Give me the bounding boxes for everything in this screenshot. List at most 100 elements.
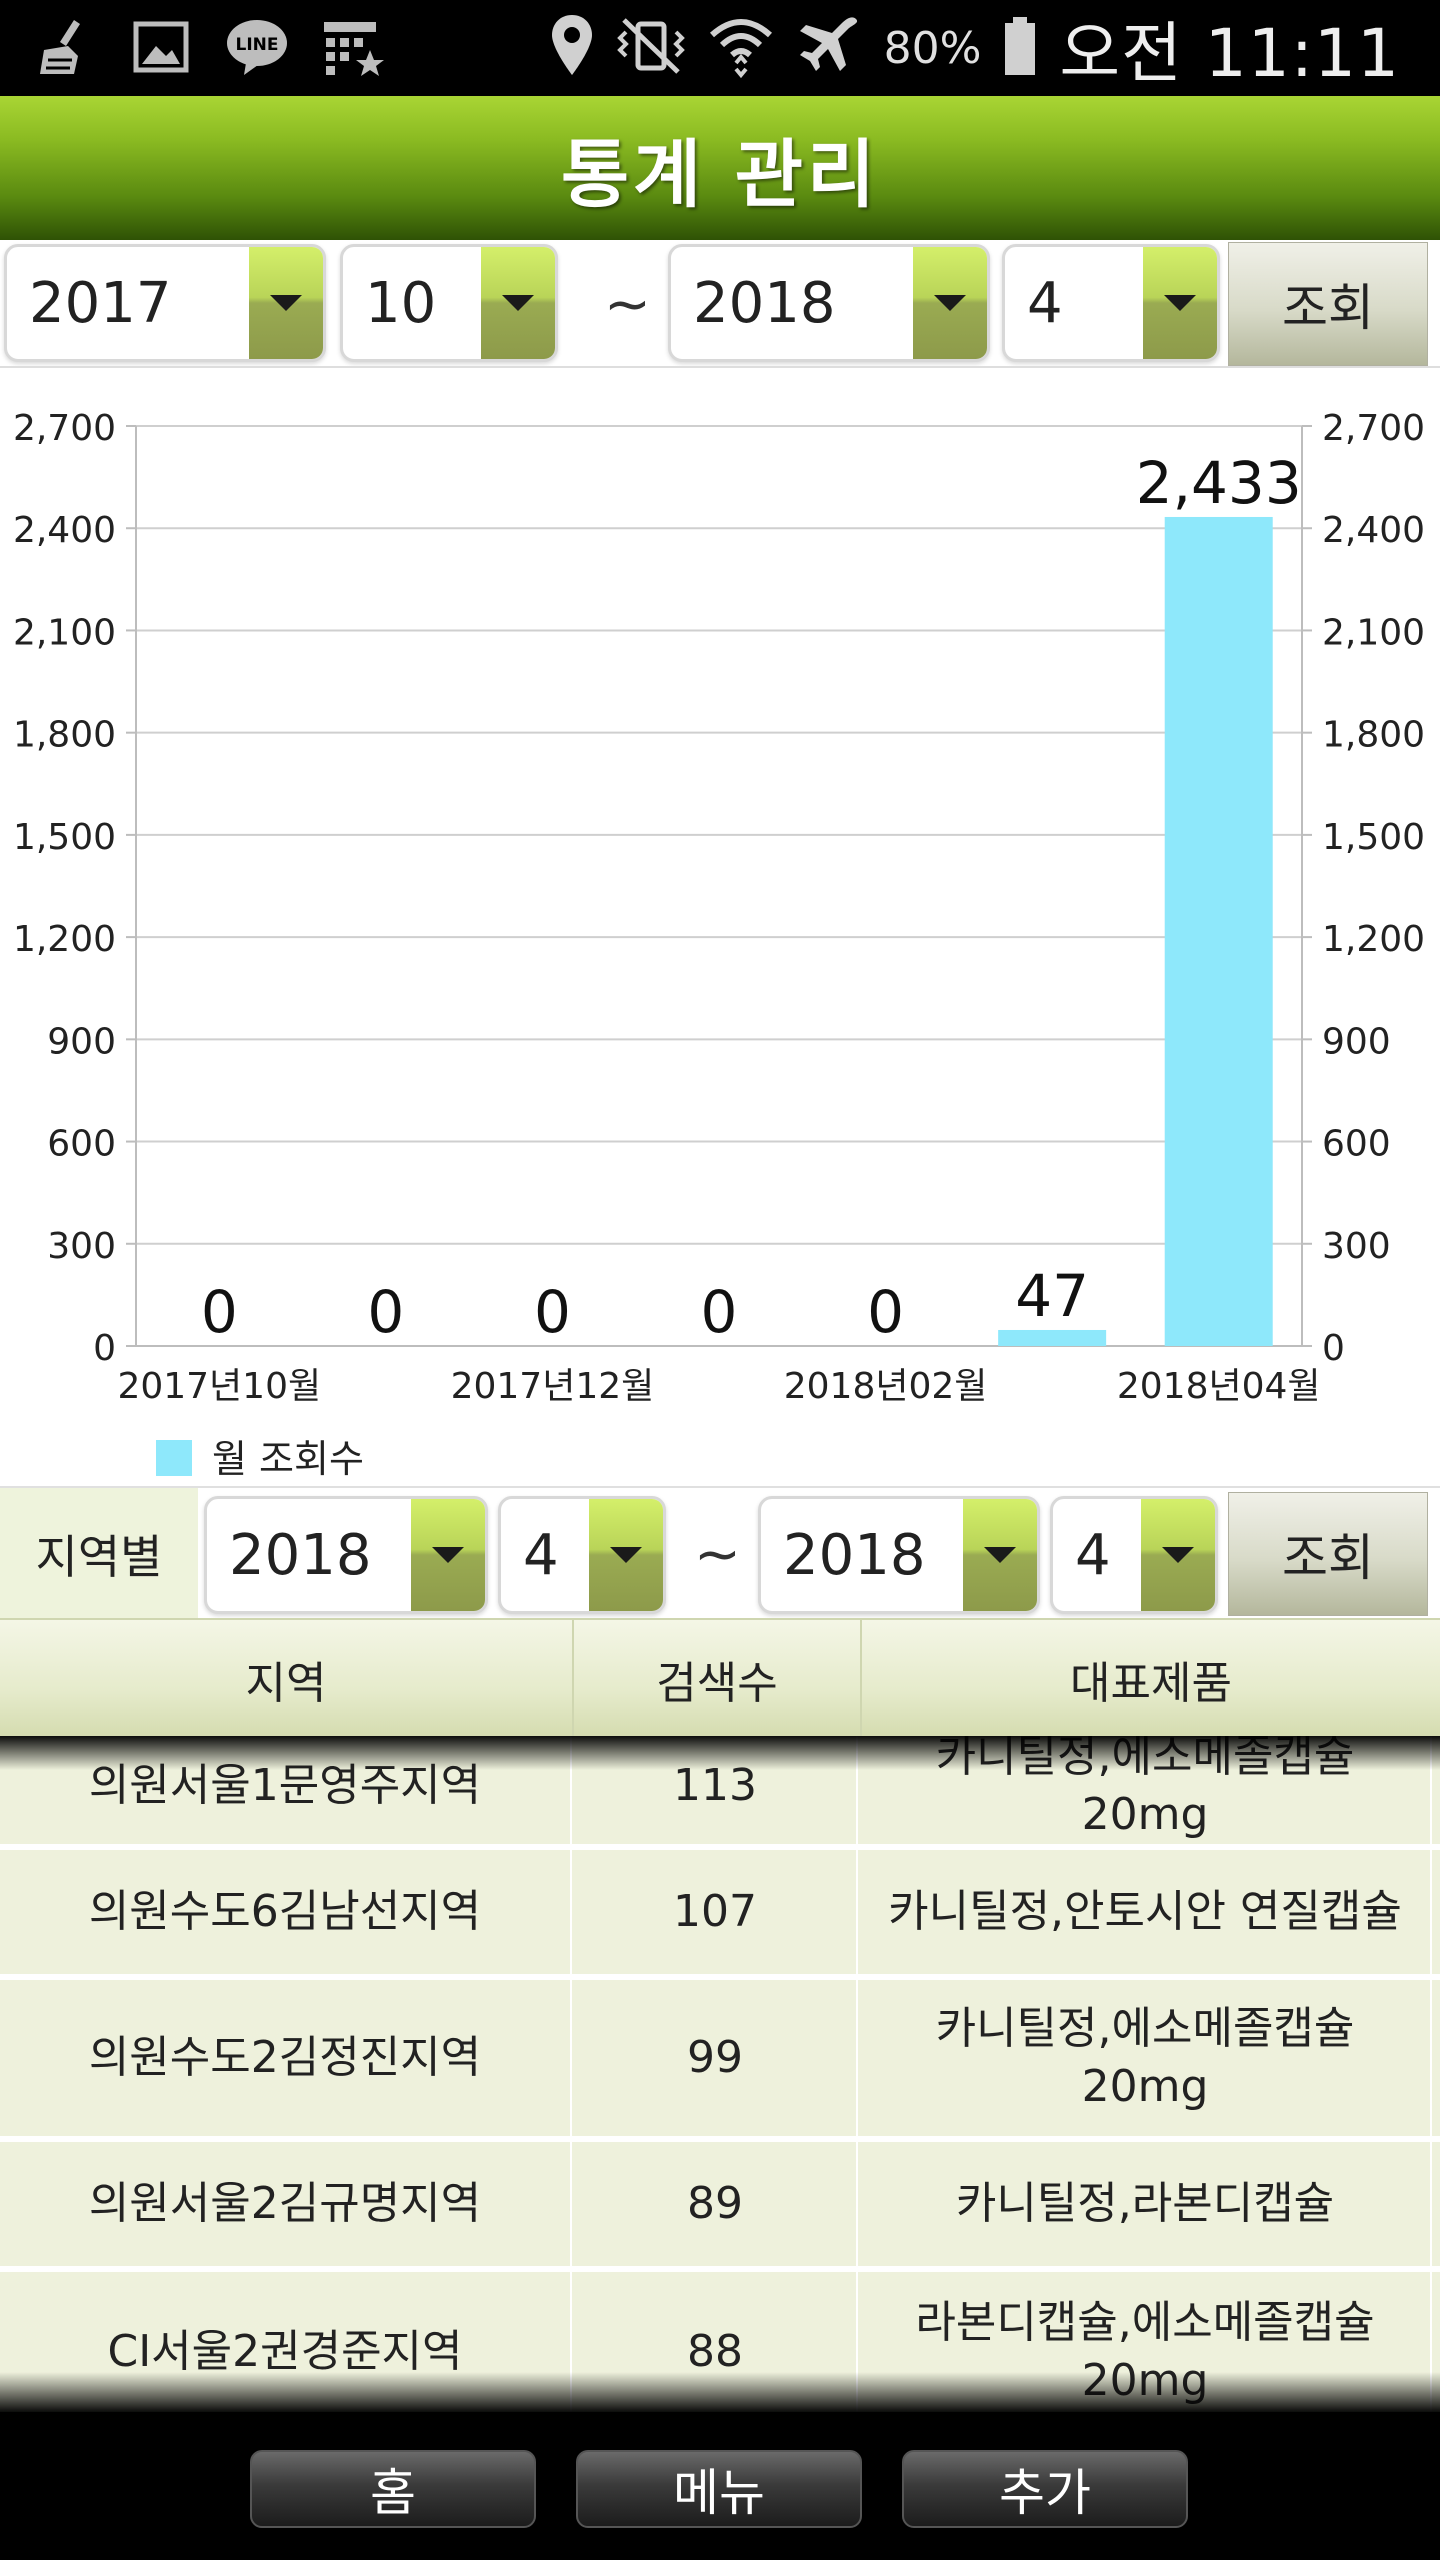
y-tick-label-right: 0 [1322, 1328, 1345, 1369]
table-row[interactable]: 의원수도2김정진지역 99 카니틸정,에소메졸캡슐 20mg [0, 1980, 1440, 2136]
region-filter: 지역별 2018 4 ~ 2018 4 조회 [0, 1486, 1440, 1620]
cell-count: 107 [574, 1850, 858, 1974]
location-icon [550, 13, 594, 83]
x-tick-label: 2018년04월 [1117, 1366, 1321, 1407]
region-end-month-value: 4 [1075, 1522, 1111, 1588]
page-title: 통계 관리 [560, 131, 880, 218]
region-end-year-select[interactable]: 2018 [758, 1496, 1040, 1614]
data-label: 47 [1015, 1262, 1089, 1330]
start-month-value: 10 [365, 270, 437, 336]
y-tick-label-right: 1,800 [1322, 715, 1425, 756]
region-query-button[interactable]: 조회 [1228, 1492, 1428, 1616]
cell-product: 라본디캡슐,에소메졸캡슐 20mg [860, 2272, 1432, 2412]
y-tick-label-left: 300 [47, 1226, 116, 1267]
y-tick-label-right: 600 [1322, 1124, 1391, 1165]
header-region[interactable]: 지역 [0, 1620, 574, 1738]
x-tick-label: 2018년02월 [784, 1366, 988, 1407]
cell-product: 카니틸정,에소메졸캡슐 20mg [860, 1980, 1432, 2136]
y-tick-label-left: 0 [93, 1328, 116, 1369]
start-year-value: 2017 [29, 270, 172, 336]
cell-region: 의원수도6김남선지역 [0, 1850, 572, 1974]
home-button[interactable]: 홈 [250, 2450, 536, 2528]
region-end-month-select[interactable]: 4 [1050, 1496, 1218, 1614]
wifi-icon [708, 13, 774, 83]
row-divider [0, 1844, 1440, 1850]
y-tick-label-right: 1,200 [1322, 919, 1425, 960]
table-row[interactable]: CI서울2권경준지역 88 라본디캡슐,에소메졸캡슐 20mg [0, 2272, 1440, 2412]
start-month-select[interactable]: 10 [340, 244, 558, 362]
chevron-down-icon [589, 1499, 663, 1611]
cell-product: 카니틸정,안토시안 연질캡슐 [860, 1850, 1432, 1974]
broom-icon [30, 14, 100, 80]
end-year-select[interactable]: 2018 [668, 244, 990, 362]
add-button[interactable]: 추가 [902, 2450, 1188, 2528]
end-month-value: 4 [1027, 270, 1063, 336]
system-status: 80% 오전 11:11 [550, 10, 1400, 92]
cell-region: 의원서울2김규명지역 [0, 2142, 572, 2266]
y-tick-label-right: 2,400 [1322, 510, 1425, 551]
chevron-down-icon [963, 1499, 1037, 1611]
period-query-button[interactable]: 조회 [1228, 242, 1428, 366]
row-divider [0, 2136, 1440, 2142]
region-start-month-value: 4 [523, 1522, 559, 1588]
region-start-year-select[interactable]: 2018 [204, 1496, 488, 1614]
start-year-select[interactable]: 2017 [4, 244, 326, 362]
row-divider [0, 2266, 1440, 2272]
table-row[interactable]: 의원수도6김남선지역 107 카니틸정,안토시안 연질캡슐 [0, 1850, 1440, 1974]
data-label: 0 [201, 1278, 238, 1346]
cell-count: 89 [574, 2142, 858, 2266]
vibrate-icon [616, 16, 686, 80]
y-tick-label-left: 1,800 [13, 715, 116, 756]
clock: 오전 11:11 [1059, 15, 1400, 92]
y-tick-label-left: 1,500 [13, 817, 116, 858]
chevron-down-icon [1141, 1499, 1215, 1611]
y-tick-label-right: 2,700 [1322, 408, 1425, 449]
menu-button[interactable]: 메뉴 [576, 2450, 862, 2528]
end-year-value: 2018 [693, 270, 836, 336]
x-tick-label: 2017년10월 [117, 1366, 321, 1407]
y-tick-label-left: 1,200 [13, 919, 116, 960]
airplane-icon [796, 13, 862, 83]
region-label: 지역별 [0, 1488, 198, 1620]
data-label: 0 [701, 1278, 738, 1346]
end-month-select[interactable]: 4 [1002, 244, 1220, 362]
y-tick-label-left: 2,400 [13, 510, 116, 551]
region-end-year-value: 2018 [783, 1522, 926, 1588]
table-row[interactable]: 의원서울2김규명지역 89 카니틸정,라본디캡슐 [0, 2142, 1440, 2266]
chevron-down-icon [1143, 247, 1217, 359]
range-separator: ~ [604, 272, 651, 337]
y-tick-label-right: 300 [1322, 1226, 1391, 1267]
chevron-down-icon [249, 247, 323, 359]
y-tick-label-left: 2,700 [13, 408, 116, 449]
range-separator: ~ [694, 1522, 741, 1587]
bar [1164, 516, 1273, 1346]
row-divider [0, 1974, 1440, 1980]
calendar-icon [318, 14, 388, 80]
legend-label: 월 조회수 [212, 1437, 364, 1480]
image-icon [126, 14, 196, 80]
header-product[interactable]: 대표제품 [1070, 1658, 1232, 1709]
monthly-views-chart: 0 0 300 300 600 600 900 900 1,200 1,200 1,500 1,500… [13, 408, 1425, 1480]
y-tick-label-left: 600 [47, 1124, 116, 1165]
battery-icon [1003, 15, 1037, 81]
region-table[interactable]: 의원서울1문영주지역 113 카니틸정,에소메졸캡슐 20mg 의원수도6김남선… [0, 1736, 1440, 2412]
chevron-down-icon [411, 1499, 485, 1611]
notification-icons: LINE [30, 14, 388, 80]
data-label: 2,433 [1136, 449, 1302, 517]
cell-region: 의원수도2김정진지역 [0, 1980, 572, 2136]
region-start-month-select[interactable]: 4 [498, 1496, 666, 1614]
cell-count: 99 [574, 1980, 858, 2136]
battery-percent: 80% [883, 22, 982, 74]
data-label: 0 [867, 1278, 904, 1346]
chevron-down-icon [481, 247, 555, 359]
y-tick-label-left: 2,100 [13, 612, 116, 653]
header-count[interactable]: 검색수 [574, 1620, 862, 1738]
line-app-icon: LINE [222, 14, 292, 80]
y-tick-label-left: 900 [47, 1021, 116, 1062]
chevron-down-icon [913, 247, 987, 359]
title-bar: 통계 관리 [0, 96, 1440, 240]
data-label: 0 [367, 1278, 404, 1346]
y-tick-label-right: 1,500 [1322, 817, 1425, 858]
svg-text:LINE: LINE [236, 35, 279, 55]
table-header: 지역 검색수 대표제품 [0, 1618, 1440, 1738]
